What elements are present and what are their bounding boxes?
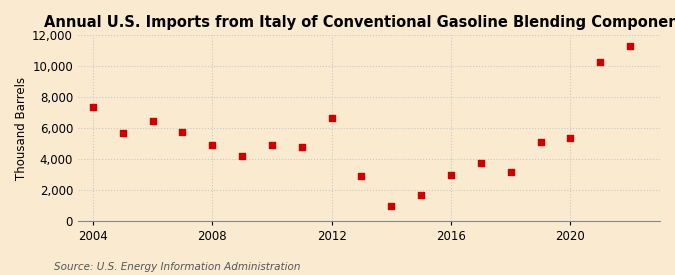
- Point: [416, 193, 427, 197]
- Point: [356, 174, 367, 179]
- Point: [386, 204, 397, 208]
- Point: [147, 119, 158, 123]
- Point: [267, 143, 277, 148]
- Point: [506, 170, 516, 174]
- Point: [326, 115, 337, 120]
- Point: [237, 154, 248, 158]
- Point: [117, 131, 128, 135]
- Point: [296, 145, 307, 149]
- Title: Annual U.S. Imports from Italy of Conventional Gasoline Blending Components: Annual U.S. Imports from Italy of Conven…: [44, 15, 675, 30]
- Point: [625, 44, 636, 48]
- Point: [88, 104, 99, 109]
- Point: [207, 143, 217, 148]
- Point: [475, 160, 486, 165]
- Text: Source: U.S. Energy Information Administration: Source: U.S. Energy Information Administ…: [54, 262, 300, 272]
- Y-axis label: Thousand Barrels: Thousand Barrels: [15, 77, 28, 180]
- Point: [535, 140, 546, 145]
- Point: [446, 173, 456, 177]
- Point: [565, 136, 576, 140]
- Point: [595, 59, 605, 64]
- Point: [177, 129, 188, 134]
